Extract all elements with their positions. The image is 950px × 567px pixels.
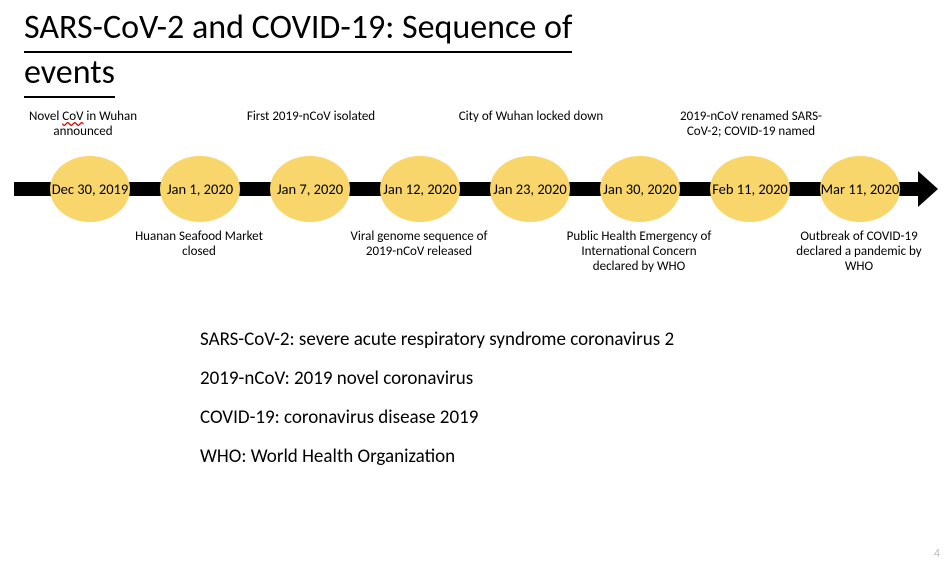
timeline-node: Jan 30, 2020	[600, 156, 680, 222]
timeline-node: Jan 12, 2020	[380, 156, 460, 222]
timeline: Dec 30, 2019Novel CoV in Wuhan announced…	[14, 110, 936, 300]
timeline-node: Mar 11, 2020	[820, 156, 900, 222]
timeline-label: Outbreak of COVID-19 declared a pandemic…	[784, 230, 934, 275]
timeline-arrowhead	[918, 171, 938, 207]
definition-item: COVID-19: coronavirus disease 2019	[200, 406, 820, 429]
title-line-1: SARS-CoV-2 and COVID-19: Sequence of	[24, 8, 572, 53]
definition-item: WHO: World Health Organization	[200, 445, 820, 468]
timeline-label: Huanan Seafood Market closed	[124, 230, 274, 260]
timeline-label: Novel CoV in Wuhan announced	[8, 110, 158, 140]
timeline-node: Jan 1, 2020	[160, 156, 240, 222]
timeline-label: First 2019-nCoV isolated	[236, 110, 386, 125]
timeline-label: City of Wuhan locked down	[456, 110, 606, 125]
timeline-node: Feb 11, 2020	[710, 156, 790, 222]
timeline-node: Jan 7, 2020	[270, 156, 350, 222]
page-number: 4	[934, 547, 940, 561]
definition-item: SARS-CoV-2: severe acute respiratory syn…	[200, 328, 820, 351]
timeline-node: Dec 30, 2019	[50, 156, 130, 222]
definition-item: 2019-nCoV: 2019 novel coronavirus	[200, 367, 820, 390]
slide-title: SARS-CoV-2 and COVID-19: Sequence of eve…	[0, 0, 950, 98]
definitions-block: SARS-CoV-2: severe acute respiratory syn…	[200, 328, 820, 484]
timeline-label: 2019-nCoV renamed SARS-CoV-2; COVID-19 n…	[676, 110, 826, 140]
timeline-node: Jan 23, 2020	[490, 156, 570, 222]
timeline-label: Viral genome sequence of 2019-nCoV relea…	[344, 230, 494, 260]
timeline-label: Public Health Emergency of International…	[564, 230, 714, 275]
title-line-2: events	[24, 53, 115, 98]
